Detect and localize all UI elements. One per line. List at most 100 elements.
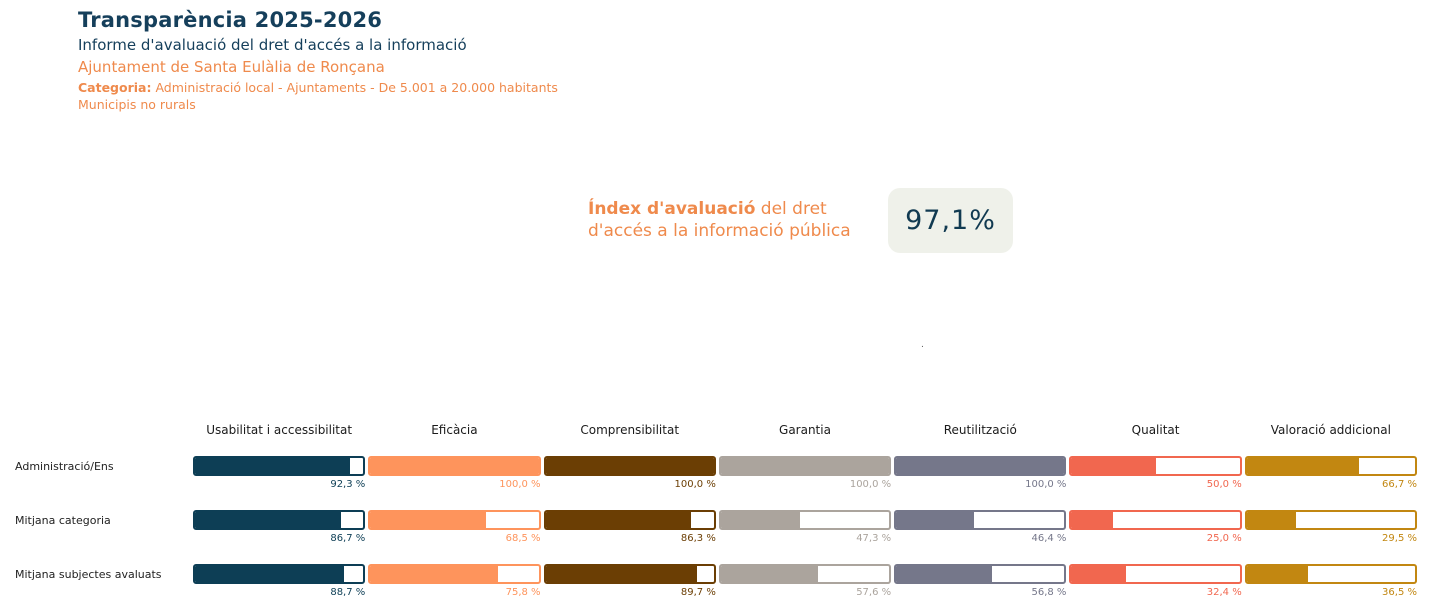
column-header-valoracio-addicional: Valoració addicional	[1270, 423, 1391, 437]
bar-cell: 100,0 %	[894, 456, 1067, 490]
column-header-comprensibilitat: Comprensibilitat	[580, 423, 680, 437]
bar-cell: 56,8 %	[894, 564, 1067, 598]
bar-value-label: 86,7 %	[330, 533, 366, 544]
column-header-garantia: Garantia	[779, 423, 831, 437]
bar-cell: 36,5 %	[1244, 564, 1417, 598]
bar-track	[894, 564, 1067, 584]
bar-cell: 25,0 %	[1069, 510, 1242, 544]
bar-track	[193, 564, 366, 584]
bar-track	[368, 564, 541, 584]
bar-track	[894, 510, 1067, 530]
chart-rows: Administració/Ens 92,3 % 100,0 % 100,0 % 100…	[0, 456, 1417, 598]
bar-track	[543, 456, 716, 476]
bar-fill	[720, 512, 801, 528]
chart-row-administracio-ens: Administració/Ens 92,3 % 100,0 % 100,0 % 100…	[0, 456, 1417, 490]
bar-value-label: 68,5 %	[505, 533, 541, 544]
bar-value-label: 46,4 %	[1031, 533, 1067, 544]
bar-fill	[1246, 566, 1309, 582]
bar-value-label: 47,3 %	[856, 533, 892, 544]
page-title: Transparència 2025-2026	[78, 8, 383, 32]
bar-value-label: 92,3 %	[330, 479, 366, 490]
bar-value-label: 25,0 %	[1206, 533, 1242, 544]
stray-dot: .	[921, 340, 924, 350]
bar-track	[1244, 564, 1417, 584]
bar-fill	[545, 458, 714, 474]
bar-value-label: 66,7 %	[1382, 479, 1417, 490]
bar-value-label: 29,5 %	[1382, 533, 1417, 544]
bar-fill	[1246, 512, 1297, 528]
bar-value-label: 50,0 %	[1206, 479, 1242, 490]
bar-cell: 75,8 %	[368, 564, 541, 598]
bar-fill	[370, 458, 539, 474]
bar-track	[368, 510, 541, 530]
bar-track	[1069, 456, 1242, 476]
bar-fill	[1071, 458, 1156, 474]
header-spacer	[0, 423, 190, 439]
bar-cell: 46,4 %	[894, 510, 1067, 544]
column-header-qualitat: Qualitat	[1131, 423, 1180, 437]
bar-fill	[720, 566, 818, 582]
bar-value-label: 56,8 %	[1031, 587, 1067, 598]
report-subtitle: Informe d'avaluació del dret d'accés a l…	[78, 36, 467, 54]
bar-cell: 100,0 %	[718, 456, 892, 490]
bar-value-label: 86,3 %	[680, 533, 716, 544]
bar-cell: 100,0 %	[368, 456, 541, 490]
bar-cell: 86,3 %	[543, 510, 716, 544]
bar-track	[894, 456, 1067, 476]
bar-fill	[1246, 458, 1359, 474]
bar-cell: 66,7 %	[1244, 456, 1417, 490]
bar-fill	[545, 512, 691, 528]
row-label: Mitjana subjectes avaluats	[15, 568, 162, 581]
bar-cell: 86,7 %	[193, 510, 366, 544]
bar-fill	[896, 512, 975, 528]
bar-cell: 57,6 %	[718, 564, 892, 598]
bar-value-label: 36,5 %	[1382, 587, 1417, 598]
row-label: Mitjana categoria	[15, 514, 111, 527]
column-header-usabilitat-i-accessibilitat: Usabilitat i accessibilitat	[206, 423, 353, 437]
bar-track	[543, 564, 716, 584]
index-value: 97,1%	[905, 205, 996, 236]
bar-cell: 50,0 %	[1069, 456, 1242, 490]
bar-value-label: 100,0 %	[849, 479, 892, 490]
bar-track	[718, 564, 892, 584]
bar-track	[718, 510, 892, 530]
bar-value-label: 100,0 %	[674, 479, 716, 490]
bar-value-label: 32,4 %	[1206, 587, 1242, 598]
chart-row-mitjana-subjectes-avaluats: Mitjana subjectes avaluats 88,7 % 75,8 % 89…	[0, 564, 1417, 598]
bar-cell: 68,5 %	[368, 510, 541, 544]
bar-cell: 89,7 %	[543, 564, 716, 598]
bar-track	[1244, 510, 1417, 530]
category-label: Categoria:	[78, 80, 152, 95]
bar-fill	[1071, 566, 1126, 582]
bar-fill	[896, 458, 1065, 474]
bar-fill	[720, 458, 890, 474]
index-label-bold: Índex d'avaluació	[588, 199, 756, 219]
bar-fill	[896, 566, 992, 582]
report-header: Transparència 2025-2026 Informe d'avalua…	[78, 8, 558, 112]
bar-fill	[195, 512, 341, 528]
bar-cell: 29,5 %	[1244, 510, 1417, 544]
bar-fill	[195, 458, 351, 474]
bar-fill	[370, 512, 486, 528]
chart-row-mitjana-categoria: Mitjana categoria 86,7 % 68,5 % 86,3 % 47,3 …	[0, 510, 1417, 544]
entity-name: Ajuntament de Santa Eulàlia de Ronçana	[78, 58, 385, 76]
bar-track	[718, 456, 892, 476]
bar-track	[193, 456, 366, 476]
bar-cell: 88,7 %	[193, 564, 366, 598]
index-label-rest: del dret d'accés a la informació pública	[588, 199, 851, 242]
bar-value-label: 100,0 %	[499, 479, 541, 490]
bar-value-label: 75,8 %	[505, 587, 541, 598]
bar-cell: 100,0 %	[543, 456, 716, 490]
bar-fill	[1071, 512, 1114, 528]
bar-track	[1069, 564, 1242, 584]
subcategory-line: Municipis no rurals	[78, 97, 196, 112]
column-header-reutilitzacio: Reutilització	[943, 423, 1017, 437]
bar-cell: 47,3 %	[718, 510, 892, 544]
bar-track	[368, 456, 541, 476]
bar-fill	[195, 566, 345, 582]
bar-track	[543, 510, 716, 530]
column-header-eficacia: Eficàcia	[431, 423, 478, 437]
bar-cell: 32,4 %	[1069, 564, 1242, 598]
row-label: Administració/Ens	[15, 460, 114, 473]
